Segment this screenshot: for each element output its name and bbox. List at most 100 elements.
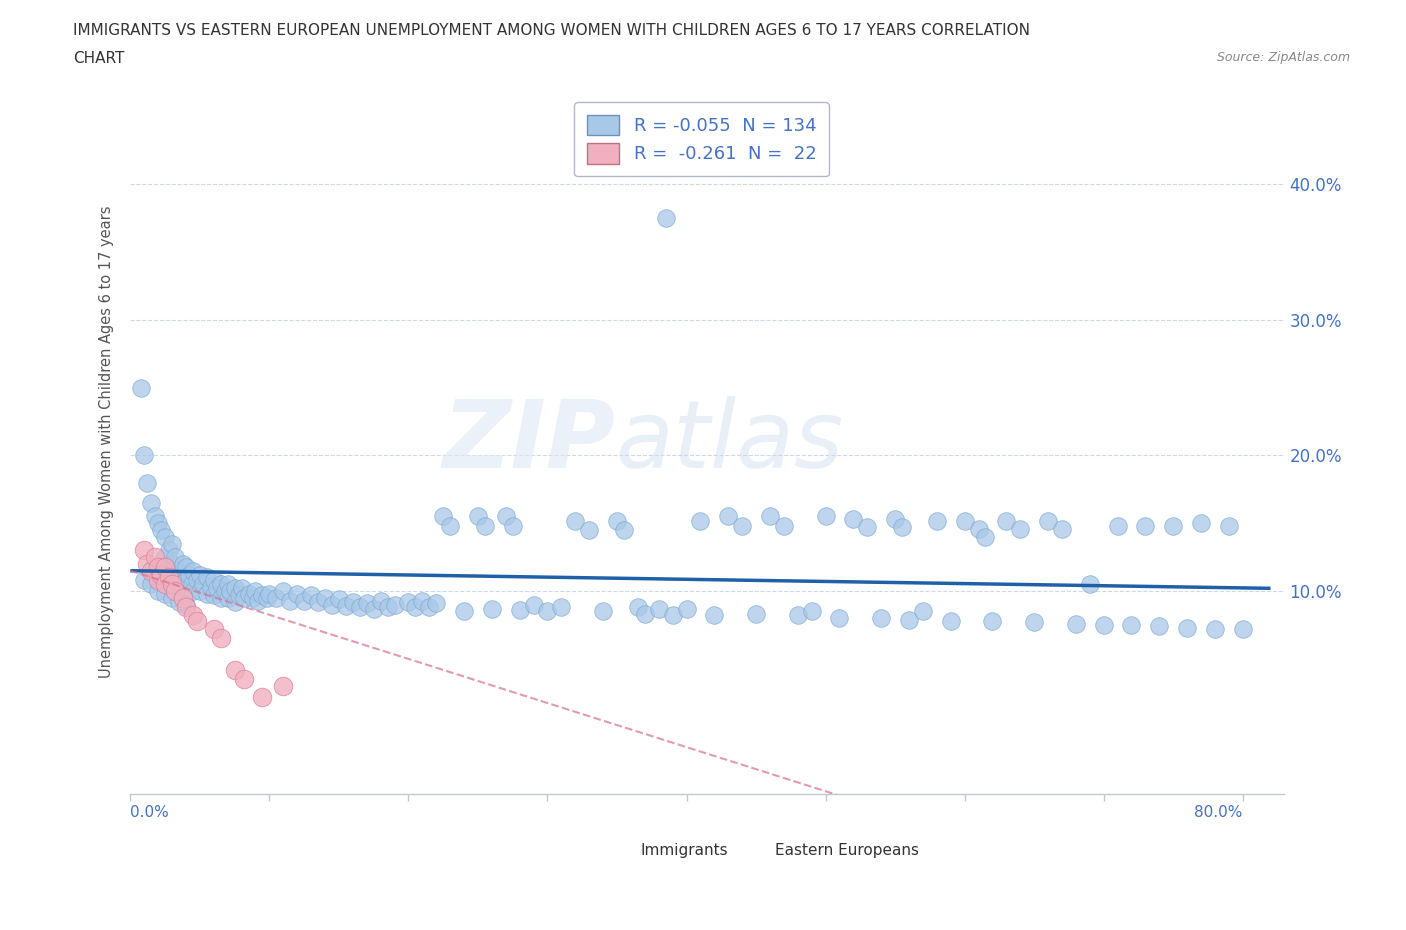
Point [870, 611, 893, 626]
Point [136, 556, 159, 571]
Legend: R = -0.055  N = 134, R =  -0.261  N =  22: R = -0.055 N = 134, R = -0.261 N = 22 [574, 102, 830, 176]
Point [745, 606, 768, 621]
Point [157, 570, 180, 585]
Point [328, 591, 350, 606]
Point [141, 577, 163, 591]
Point [627, 600, 650, 615]
Point [439, 519, 461, 534]
Point [174, 573, 197, 588]
Point [1218, 519, 1240, 534]
Point [186, 573, 208, 588]
Point [661, 608, 683, 623]
Point [689, 513, 711, 528]
Point [160, 556, 183, 571]
Point [292, 593, 315, 608]
Point [224, 581, 246, 596]
Point [981, 614, 1004, 629]
Point [153, 586, 176, 601]
Point [224, 662, 246, 677]
Point [202, 573, 225, 588]
Point [163, 550, 186, 565]
Point [1010, 521, 1032, 536]
Point [160, 537, 183, 551]
Point [188, 584, 211, 599]
Point [1189, 516, 1212, 531]
Point [256, 591, 278, 605]
Point [172, 591, 194, 605]
Point [592, 604, 614, 618]
Point [214, 584, 236, 599]
Point [536, 604, 558, 618]
Point [759, 509, 782, 524]
Point [1149, 618, 1171, 633]
Point [786, 608, 808, 623]
Point [200, 579, 222, 594]
Point [1135, 519, 1157, 534]
Point [1175, 620, 1198, 635]
Point [141, 564, 163, 578]
Point [181, 584, 204, 599]
FancyBboxPatch shape [613, 843, 636, 859]
Text: 0.0%: 0.0% [131, 805, 169, 820]
Text: IMMIGRANTS VS EASTERN EUROPEAN UNEMPLOYMENT AMONG WOMEN WITH CHILDREN AGES 6 TO : IMMIGRANTS VS EASTERN EUROPEAN UNEMPLOYM… [73, 23, 1031, 38]
Point [143, 509, 166, 524]
Point [163, 584, 186, 599]
Point [925, 513, 948, 528]
Point [167, 594, 190, 609]
Point [842, 512, 865, 526]
Point [146, 559, 169, 574]
Point [349, 600, 371, 615]
Point [321, 597, 343, 612]
Point [522, 597, 544, 612]
Point [299, 588, 322, 603]
Point [564, 513, 586, 528]
FancyBboxPatch shape [748, 843, 770, 859]
Point [384, 597, 406, 612]
Point [495, 509, 517, 524]
Text: 80.0%: 80.0% [1194, 805, 1243, 820]
Point [891, 520, 914, 535]
Point [342, 594, 364, 609]
Point [474, 519, 496, 534]
Point [432, 509, 454, 524]
Point [1121, 618, 1143, 632]
Point [411, 593, 433, 608]
Point [174, 600, 197, 615]
Point [606, 513, 628, 528]
Point [335, 599, 357, 614]
Point [160, 570, 183, 585]
Point [377, 600, 399, 615]
Point [134, 543, 156, 558]
Point [1092, 618, 1115, 632]
Point [675, 601, 697, 616]
Point [188, 567, 211, 582]
Point [209, 577, 232, 591]
Point [634, 606, 657, 621]
Point [828, 611, 851, 626]
Point [717, 509, 740, 524]
Point [550, 600, 572, 615]
Point [278, 593, 301, 608]
Point [209, 591, 232, 605]
Point [233, 591, 256, 605]
Point [191, 577, 214, 591]
Point [1107, 519, 1129, 534]
Point [252, 588, 274, 603]
Point [146, 573, 169, 588]
Y-axis label: Unemployment Among Women with Children Ages 6 to 17 years: Unemployment Among Women with Children A… [100, 206, 114, 678]
Point [195, 570, 218, 585]
Point [856, 520, 879, 535]
Point [181, 564, 204, 578]
Point [1078, 577, 1101, 591]
Point [167, 564, 190, 578]
Point [953, 513, 976, 528]
Point [1232, 621, 1254, 636]
Point [1204, 621, 1226, 636]
Point [217, 577, 239, 591]
Point [136, 475, 159, 490]
Point [453, 604, 475, 618]
Point [252, 689, 274, 704]
Point [314, 591, 336, 605]
Point [911, 604, 934, 618]
Point [425, 596, 447, 611]
